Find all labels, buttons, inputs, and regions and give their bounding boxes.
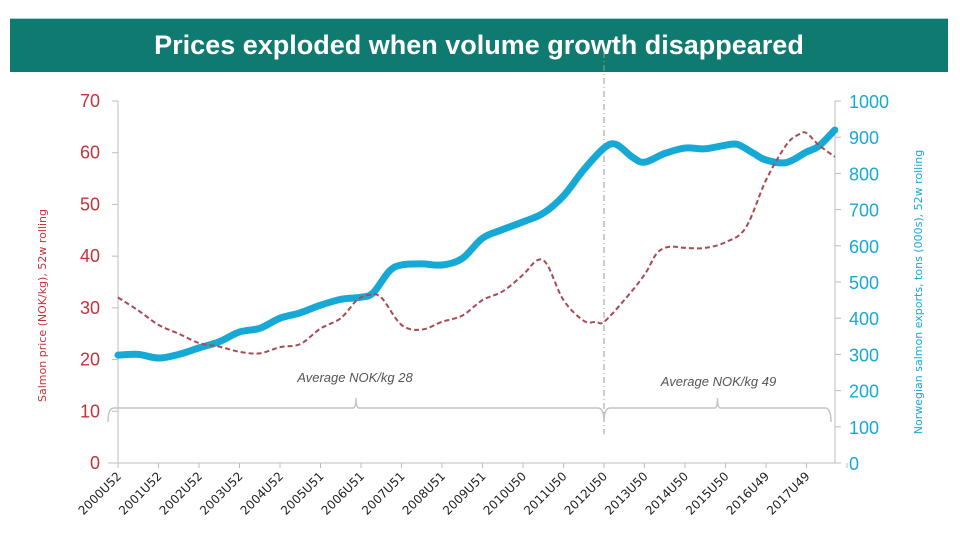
right-tick-label: 400 (849, 309, 879, 329)
left-tick-label: 60 (80, 143, 100, 163)
left-axis-title: Salmon price (NOK/kg), 52w rolling (36, 209, 49, 402)
left-tick-label: 40 (80, 246, 100, 266)
x-tick-label: 2006U51 (319, 469, 368, 518)
right-tick-label: 500 (849, 273, 879, 293)
x-tick-label: 2011U50 (521, 469, 570, 518)
left-tick-label: 0 (90, 453, 100, 473)
left-tick-label: 50 (80, 194, 100, 214)
left-tick-label: 30 (80, 298, 100, 318)
x-tick-label: 2010U50 (481, 469, 530, 518)
x-tick-label: 2001U52 (116, 469, 165, 518)
right-tick-label: 700 (849, 201, 879, 221)
x-tick-label: 2009U51 (440, 469, 489, 518)
x-tick-label: 2017U49 (764, 469, 813, 518)
salmon-price-line (117, 131, 836, 355)
x-tick-label: 2015U50 (683, 469, 732, 518)
axes-group (108, 52, 848, 468)
bracket-second-period (603, 397, 832, 423)
right-tick-label: 800 (849, 164, 879, 184)
left-tick-label: 70 (80, 91, 100, 111)
x-tick-label: 2008U51 (400, 469, 449, 518)
right-axis-title: Norwegian salmon exports, tons (000s), 5… (912, 150, 925, 434)
series-group (114, 126, 839, 362)
x-tick-label: 2002U52 (157, 469, 206, 518)
x-tick-label: 2013U50 (602, 469, 651, 518)
annotation-average-28: Average NOK/kg 28 (296, 370, 413, 385)
right-tick-label: 1000 (849, 92, 889, 112)
right-tick-label: 600 (849, 237, 879, 257)
x-tick-label: 2014U50 (643, 469, 692, 518)
x-tick-label: 2016U49 (724, 469, 773, 518)
x-tick-label: 2005U51 (278, 469, 327, 518)
right-tick-label: 300 (849, 345, 879, 365)
right-tick-label: 200 (849, 382, 879, 402)
export-volume-line (114, 126, 839, 362)
x-tick-label: 2012U50 (562, 469, 611, 518)
x-tick-label: 2003U52 (197, 469, 246, 518)
left-tick-label: 20 (80, 350, 100, 370)
right-tick-label: 900 (849, 128, 879, 148)
annotation-average-49: Average NOK/kg 49 (660, 374, 776, 389)
bracket-first-period (107, 397, 605, 423)
labels-group: 0102030405060700100200300400500600700800… (36, 91, 925, 518)
x-tick-label: 2000U52 (76, 469, 125, 518)
right-tick-label: 0 (849, 454, 859, 474)
average-brackets (107, 397, 832, 423)
chart-title: Prices exploded when volume growth disap… (154, 30, 804, 60)
x-tick-label: 2007U51 (359, 469, 408, 518)
x-tick-label: 2004U52 (238, 469, 287, 518)
title-banner: Prices exploded when volume growth disap… (10, 18, 948, 72)
right-tick-label: 100 (849, 418, 879, 438)
left-tick-label: 10 (80, 401, 100, 421)
